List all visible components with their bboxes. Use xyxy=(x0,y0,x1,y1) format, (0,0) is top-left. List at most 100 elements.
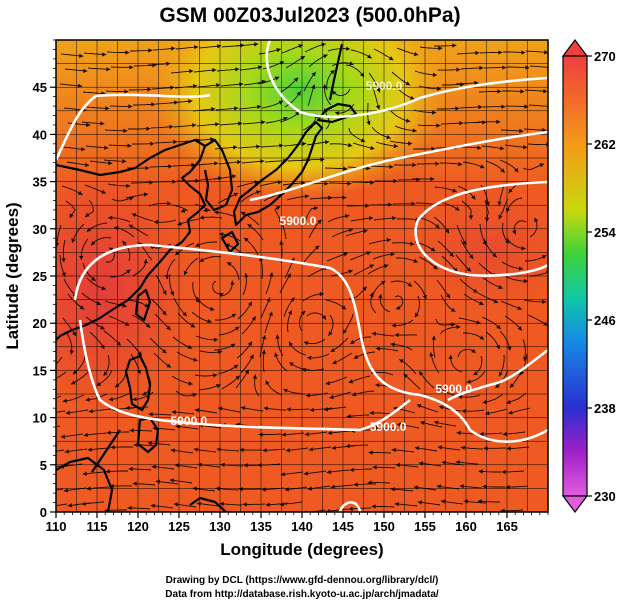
streamline-arrowhead xyxy=(127,505,132,511)
streamline-arrowhead xyxy=(396,422,402,427)
y-axis-label: Latitude (degrees) xyxy=(3,202,22,349)
streamline-arrowhead xyxy=(378,294,383,299)
streamline-arrowhead xyxy=(212,68,217,73)
streamline-arrowhead xyxy=(169,124,174,129)
streamline-arrowhead xyxy=(330,484,335,489)
streamline-arrowhead xyxy=(303,341,309,346)
streamline-arrowhead xyxy=(414,446,420,451)
streamline-arrowhead xyxy=(69,350,74,355)
streamline-arrowhead xyxy=(203,208,208,213)
streamline-arrowhead xyxy=(366,120,371,126)
streamline-arrowhead xyxy=(210,306,215,311)
colorbar-tick-label: 246 xyxy=(594,313,616,328)
streamline-arrowhead xyxy=(47,379,52,383)
streamline-arrowhead xyxy=(288,310,292,315)
streamline-arrowhead xyxy=(257,463,262,468)
streamline-arrowhead xyxy=(439,405,444,410)
streamline xyxy=(56,356,63,365)
streamline-arrowhead xyxy=(275,334,280,339)
streamline-arrowhead xyxy=(265,502,270,507)
streamline-arrowhead xyxy=(544,50,548,55)
streamline-arrowhead xyxy=(235,67,240,72)
streamline-arrowhead xyxy=(86,227,92,232)
streamline-arrowhead xyxy=(100,325,105,330)
streamline-arrowhead xyxy=(376,87,381,93)
streamline-arrowhead xyxy=(63,488,69,493)
streamline-arrowhead xyxy=(233,192,239,197)
streamline xyxy=(529,65,548,68)
streamline-arrowhead xyxy=(122,303,127,308)
streamline-arrowhead xyxy=(170,291,175,296)
streamline-arrowhead xyxy=(323,54,328,59)
coastline-korea xyxy=(203,138,234,212)
colorbar-tick-label: 262 xyxy=(594,137,616,152)
streamline-arrowhead xyxy=(289,341,293,347)
streamline-arrowhead xyxy=(386,135,391,140)
streamline-arrowhead xyxy=(479,335,484,340)
streamline-arrowhead xyxy=(101,286,106,291)
streamline-arrowhead xyxy=(541,255,547,259)
streamline-arrowhead xyxy=(474,80,479,86)
streamline-arrowhead xyxy=(452,43,457,48)
streamline-arrowhead xyxy=(542,299,547,305)
coastline-new-guinea xyxy=(189,496,227,512)
streamline-arrowhead xyxy=(429,352,434,357)
streamline-arrowhead xyxy=(345,46,351,51)
streamline-arrowhead xyxy=(456,324,461,330)
streamline-arrowhead xyxy=(124,321,130,326)
streamline-arrowhead xyxy=(286,273,291,278)
credit-drawing: Drawing by DCL (https://www.gfd-dennou.o… xyxy=(166,575,439,586)
streamline-arrowhead xyxy=(105,469,110,474)
streamline-arrowhead xyxy=(368,450,373,455)
streamline-arrowhead xyxy=(420,420,425,426)
streamline-arrowhead xyxy=(499,146,505,151)
streamline-arrowhead xyxy=(305,393,310,398)
streamline-arrowhead xyxy=(330,70,335,75)
streamline-arrowhead xyxy=(507,346,512,351)
streamline-arrowhead xyxy=(471,195,476,200)
x-tick-label: 145 xyxy=(332,519,354,534)
streamline-arrowhead xyxy=(132,397,137,402)
streamline-arrowhead xyxy=(331,445,336,450)
streamline-arrowhead xyxy=(193,357,198,362)
streamline-arrowhead xyxy=(251,316,256,321)
streamline-arrowhead xyxy=(493,299,499,304)
streamline-arrowhead xyxy=(261,120,266,125)
streamline-arrowhead xyxy=(195,242,200,247)
streamline-arrowhead xyxy=(41,489,45,493)
streamline-arrowhead xyxy=(435,224,440,229)
streamline-arrowhead xyxy=(263,406,268,411)
streamline-arrowhead xyxy=(153,220,159,225)
y-tick-label: 30 xyxy=(33,222,47,237)
streamline-arrowhead xyxy=(102,52,107,57)
streamline-arrowhead xyxy=(254,180,259,185)
streamline-arrowhead xyxy=(145,165,150,171)
streamline-arrowhead xyxy=(126,183,131,189)
streamline-arrowhead xyxy=(77,190,83,195)
streamline-arrowhead xyxy=(512,229,517,235)
streamline-arrowhead xyxy=(289,362,294,367)
streamline-arrowhead xyxy=(348,379,354,384)
streamline-arrowhead xyxy=(235,375,240,380)
streamline xyxy=(56,410,66,413)
streamline-arrowhead xyxy=(455,206,460,211)
streamline-arrowhead xyxy=(399,359,404,364)
streamline-arrowhead xyxy=(388,202,393,207)
streamline-arrowhead xyxy=(359,72,364,78)
contour-label: 5900.0 xyxy=(435,382,472,396)
streamline-arrowhead xyxy=(371,504,376,509)
streamline-arrowhead xyxy=(81,501,86,506)
x-tick-label: 165 xyxy=(496,519,518,534)
streamline-arrowhead xyxy=(192,123,197,128)
streamline-arrowhead xyxy=(445,228,450,234)
streamline-arrowhead xyxy=(279,502,284,507)
x-tick-label: 120 xyxy=(127,519,149,534)
streamline-arrowhead xyxy=(170,85,175,90)
streamline-arrowhead xyxy=(283,388,288,393)
streamline-arrowhead xyxy=(514,167,519,173)
contour-labels: 5900.0 5900.0 5900.0 5900.0 5900.0 xyxy=(170,79,472,434)
streamline-arrowhead xyxy=(367,480,372,485)
streamline-arrowhead xyxy=(303,471,309,476)
streamline-arrowhead xyxy=(369,410,374,416)
streamline-arrowhead xyxy=(393,178,398,184)
